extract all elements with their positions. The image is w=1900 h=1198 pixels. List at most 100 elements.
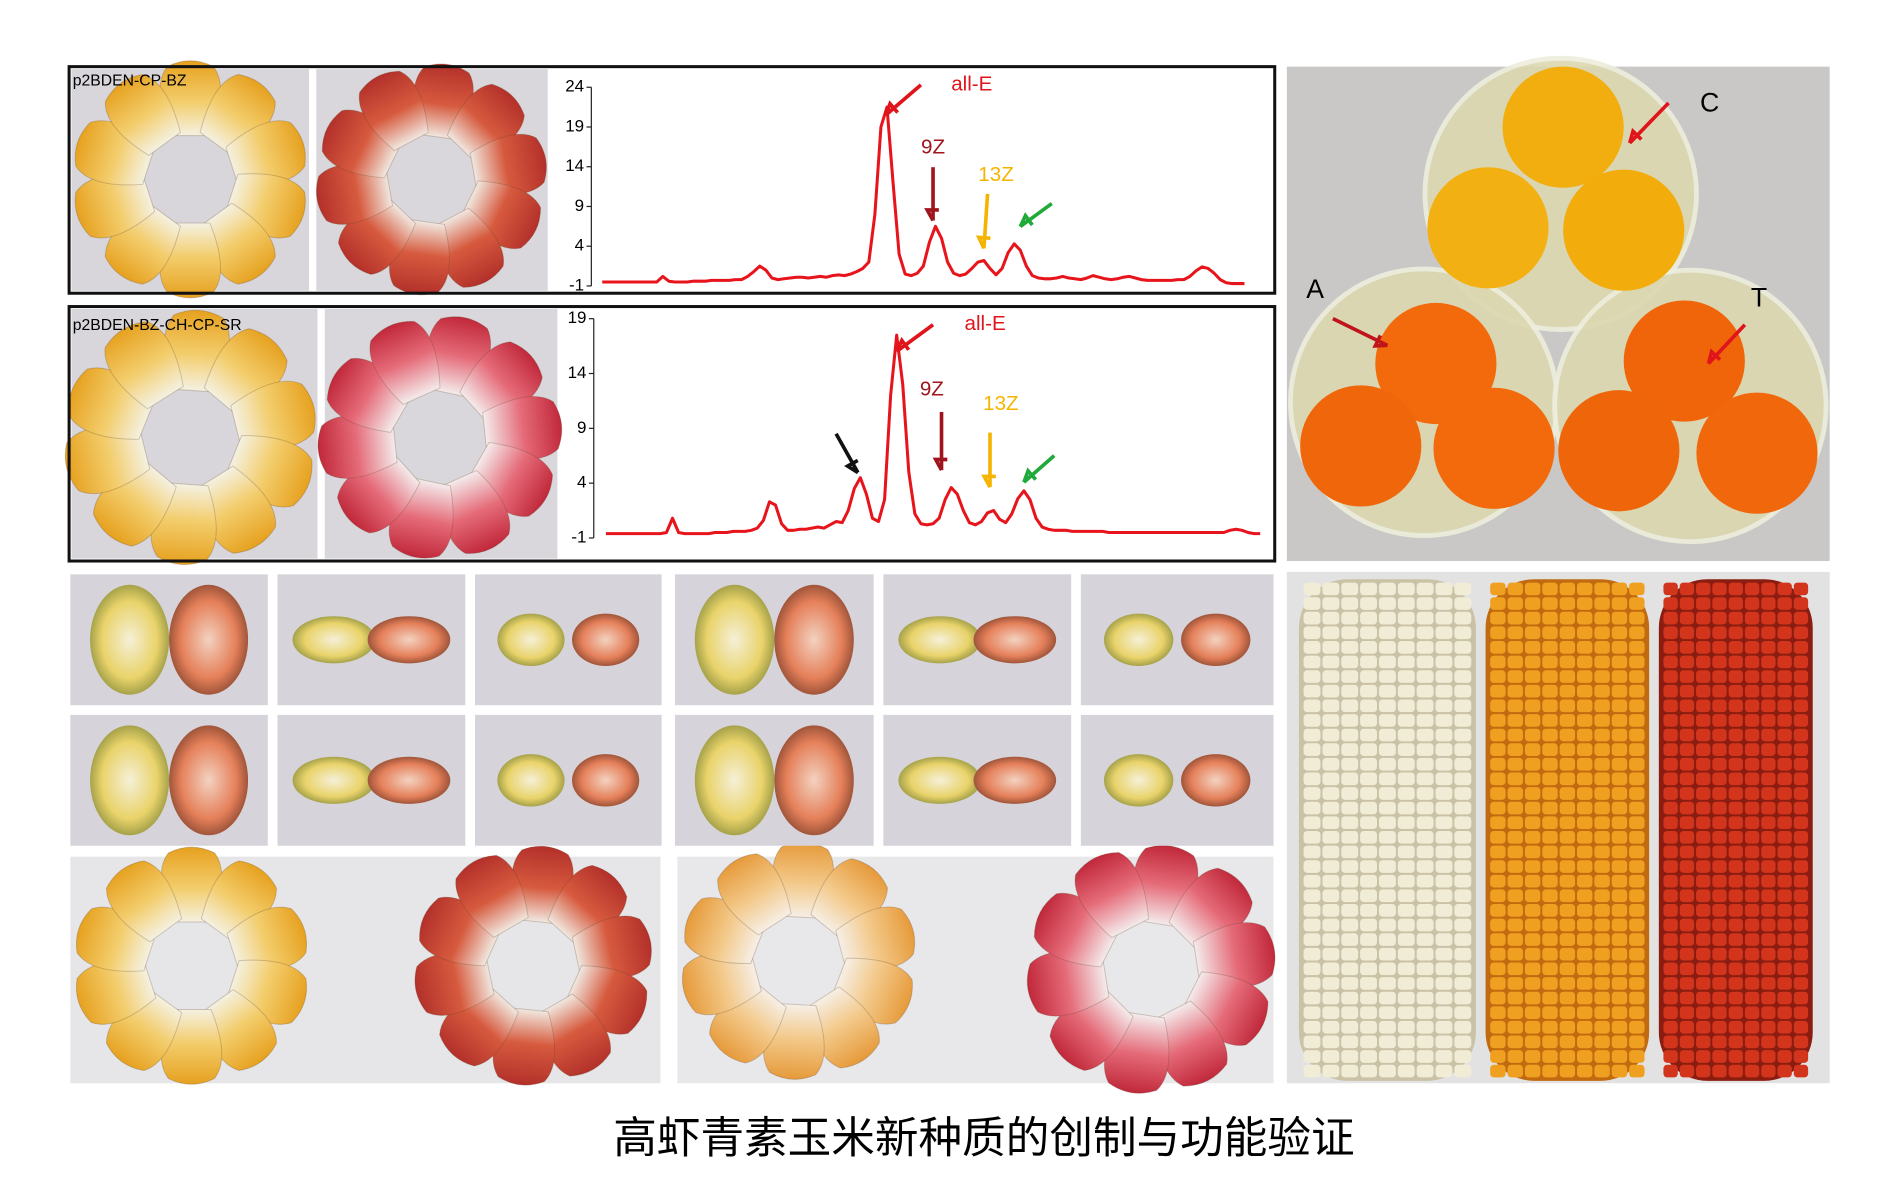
corn-kernel [1696, 1035, 1711, 1049]
corn-kernel [1712, 597, 1727, 610]
corn-kernel [1416, 670, 1434, 683]
corn-kernel [1454, 860, 1472, 873]
corn-kernel [1397, 787, 1415, 800]
corn-kernel [1663, 1006, 1678, 1019]
corn-kernel [1490, 1064, 1506, 1078]
kernel-shape [1074, 852, 1150, 939]
corn-kernel [1577, 860, 1593, 873]
kernel-section [1181, 754, 1251, 807]
kernel-section [694, 584, 775, 695]
corn-kernel [1378, 977, 1396, 990]
corn-kernel [1761, 1035, 1776, 1049]
corn-kernel [1524, 933, 1541, 946]
corn-kernel [1594, 801, 1610, 815]
corn-kernel [1341, 947, 1359, 961]
corn-kernel [1594, 977, 1610, 990]
corn-kernel [1303, 641, 1321, 654]
corn-kernel [1629, 611, 1645, 625]
corn-kernel [1303, 962, 1321, 976]
corn-kernel [1728, 889, 1743, 903]
corn-kernel [1341, 684, 1359, 698]
corn-kernel [1696, 582, 1711, 596]
corn-kernel [1679, 977, 1695, 990]
corn-kernel [1663, 1064, 1678, 1078]
corn-kernel [1416, 757, 1434, 771]
corn-kernel [1559, 670, 1576, 683]
corn-kernel [1435, 977, 1453, 990]
corn-kernel [1777, 1050, 1792, 1063]
corn-kernel [1490, 772, 1506, 786]
corn-kernel [1360, 830, 1378, 844]
corn-kernel [1679, 1020, 1695, 1034]
corn-kernel [1629, 684, 1645, 698]
corn-kernel [1397, 933, 1415, 946]
corn-kernel [1761, 874, 1776, 888]
corn-kernel [1542, 947, 1558, 961]
corn-kernel [1577, 947, 1593, 961]
corn-kernel [1542, 699, 1558, 713]
corn-kernel [1793, 684, 1809, 698]
corn-kernel [1322, 947, 1340, 961]
cob [1485, 579, 1650, 1081]
corn-kernel [1696, 845, 1711, 859]
corn-kernel [1577, 757, 1593, 771]
corn-kernel [1761, 743, 1776, 756]
corn-kernel [1793, 597, 1809, 610]
corn-kernel [1416, 889, 1434, 903]
kernel [717, 853, 792, 936]
corn-kernel [1524, 874, 1541, 888]
corn-kernel [1322, 670, 1340, 683]
corn-kernel [1360, 1064, 1378, 1078]
corn-kernel [1341, 830, 1359, 844]
corn-kernel [1611, 918, 1628, 932]
corn-kernel [1696, 714, 1711, 727]
corn-kernel [1793, 845, 1809, 859]
corn-kernel [1712, 684, 1727, 698]
corn-kernel [1629, 1020, 1645, 1034]
corn-kernel [1454, 757, 1472, 771]
corn-kernel [1524, 801, 1541, 815]
corn-kernel [1435, 611, 1453, 625]
corn-kernel [1507, 874, 1523, 888]
corn-kernel [1397, 962, 1415, 976]
corn-kernel [1378, 655, 1396, 669]
corn-kernel [1663, 743, 1678, 756]
corn-kernel [1663, 787, 1678, 800]
kernel-shape [104, 74, 181, 157]
corn-kernel [1435, 947, 1453, 961]
corn-kernel [1793, 611, 1809, 625]
corn-kernel [1712, 816, 1727, 830]
corn-kernel [1378, 787, 1396, 800]
corn-kernel [1322, 889, 1340, 903]
corn-kernel [1378, 1050, 1396, 1063]
corn-kernel [1435, 684, 1453, 698]
corn-kernel [1611, 991, 1628, 1005]
corn-kernel [1524, 670, 1541, 683]
corn-kernel [1611, 1050, 1628, 1063]
corn-kernel [1793, 860, 1809, 873]
corn-kernel [1397, 772, 1415, 786]
corn-kernel [1594, 874, 1610, 888]
corn-kernel [1303, 684, 1321, 698]
corn-kernel [1577, 787, 1593, 800]
corn-kernel [1454, 582, 1472, 596]
corn-kernel [1594, 684, 1610, 698]
corn-kernel [1629, 977, 1645, 990]
peak-label: 9Z [921, 135, 945, 158]
corn-kernel [1663, 816, 1678, 830]
corn-kernel [1744, 962, 1760, 976]
corn-kernel [1507, 962, 1523, 976]
arrow-head [884, 100, 900, 116]
corn-kernel [1507, 816, 1523, 830]
corn-kernel [1744, 816, 1760, 830]
corn-kernel [1507, 597, 1523, 610]
corn-kernel [1663, 947, 1678, 961]
corn-kernel [1679, 757, 1695, 771]
corn-kernel [1360, 874, 1378, 888]
corn-kernel [1303, 947, 1321, 961]
corn-kernel [1416, 991, 1434, 1005]
corn-kernel [1542, 874, 1558, 888]
corn-kernel [1594, 1035, 1610, 1049]
corn-kernel [1744, 714, 1760, 727]
corn-kernel [1761, 991, 1776, 1005]
